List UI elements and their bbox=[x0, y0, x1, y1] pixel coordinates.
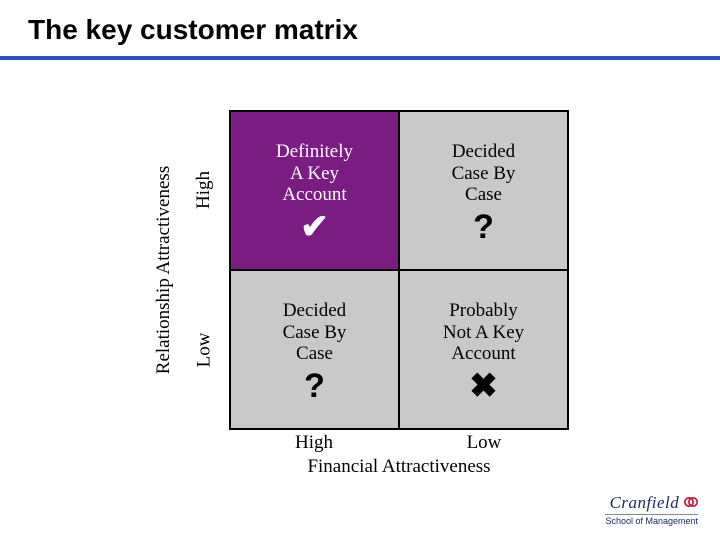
knot-icon bbox=[684, 495, 698, 509]
cross-icon: ✖ bbox=[469, 369, 498, 403]
x-axis-label: Financial Attractiveness bbox=[229, 456, 569, 478]
quadrant-bottom-left: DecidedCase ByCase ? bbox=[230, 270, 399, 429]
y-tick-high-text: High bbox=[193, 171, 215, 209]
key-customer-matrix: Relationship Attractiveness High Low Def… bbox=[155, 110, 575, 490]
quadrant-bottom-left-label: DecidedCase ByCase bbox=[283, 300, 347, 366]
quadrant-top-left: DefinitelyA KeyAccount ✔ bbox=[230, 111, 399, 270]
slide: The key customer matrix Relationship Att… bbox=[0, 0, 720, 540]
footer-logo: Cranfield School of Management bbox=[605, 493, 698, 526]
quadrant-top-right-label: DecidedCase ByCase bbox=[452, 141, 516, 207]
y-tick-low-text: Low bbox=[193, 333, 215, 368]
quadrant-top-left-label: DefinitelyA KeyAccount bbox=[276, 141, 353, 207]
question-icon: ? bbox=[304, 369, 325, 403]
question-icon: ? bbox=[473, 210, 494, 244]
x-tick-low: Low bbox=[399, 432, 569, 456]
y-tick-low: Low bbox=[189, 270, 219, 430]
check-icon: ✔ bbox=[300, 210, 329, 244]
y-axis-label-text: Relationship Attractiveness bbox=[153, 166, 175, 374]
matrix-grid: DefinitelyA KeyAccount ✔ DecidedCase ByC… bbox=[229, 110, 569, 430]
quadrant-bottom-right-label: ProbablyNot A KeyAccount bbox=[443, 300, 524, 366]
title-bar: The key customer matrix bbox=[0, 0, 720, 70]
y-tick-high: High bbox=[189, 110, 219, 270]
page-title: The key customer matrix bbox=[0, 0, 720, 46]
logo-text: Cranfield bbox=[605, 493, 698, 513]
x-ticks: High Low bbox=[229, 432, 569, 456]
quadrant-top-right: DecidedCase ByCase ? bbox=[399, 111, 568, 270]
x-tick-high: High bbox=[229, 432, 399, 456]
logo-subtext: School of Management bbox=[605, 514, 698, 526]
quadrant-bottom-right: ProbablyNot A KeyAccount ✖ bbox=[399, 270, 568, 429]
y-axis-label: Relationship Attractiveness bbox=[149, 110, 179, 430]
logo-org: Cranfield bbox=[610, 493, 680, 512]
title-underline bbox=[0, 56, 720, 60]
